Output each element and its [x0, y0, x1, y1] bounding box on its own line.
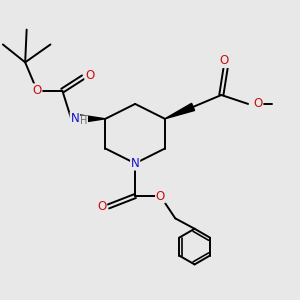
Polygon shape — [80, 115, 105, 123]
Text: O: O — [85, 69, 94, 82]
Text: N: N — [70, 112, 79, 125]
Polygon shape — [165, 103, 195, 119]
Text: O: O — [254, 98, 263, 110]
Text: H: H — [80, 116, 87, 126]
Text: O: O — [32, 84, 42, 97]
Text: N: N — [131, 157, 140, 170]
Text: O: O — [97, 200, 106, 213]
Text: O: O — [156, 190, 165, 202]
Text: O: O — [220, 54, 229, 67]
